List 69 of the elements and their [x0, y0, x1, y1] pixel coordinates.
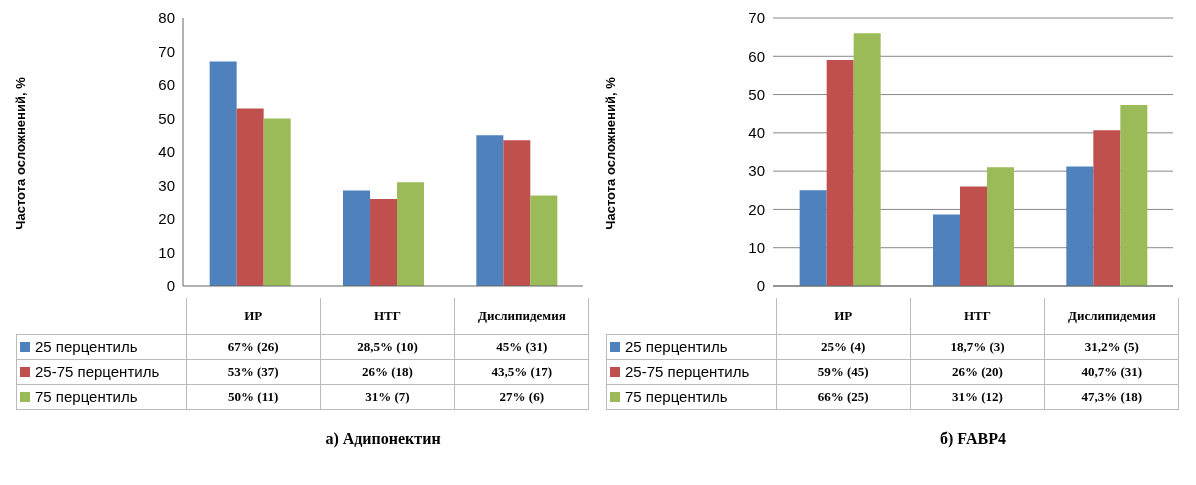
y-tick-label: 20	[158, 210, 175, 228]
bar	[1093, 130, 1121, 286]
y-axis-title: Частота осложнений, %	[12, 76, 28, 230]
data-label: 31% (7)	[320, 384, 455, 409]
legend-label: 75 перцентиль	[606, 384, 776, 409]
data-label: 47,3% (18)	[1044, 384, 1179, 409]
bar	[1066, 166, 1094, 286]
y-tick-label: 10	[158, 243, 175, 261]
y-tick-label: 50	[158, 109, 175, 127]
data-label: 27% (6)	[454, 384, 589, 409]
bar	[343, 190, 370, 286]
y-tick-label: 10	[748, 239, 765, 257]
data-label: 66% (25)	[776, 384, 911, 409]
data-label: 45% (31)	[454, 334, 589, 359]
text: а) Адипонектин	[324, 429, 442, 448]
data-label: 31,2% (5)	[1044, 334, 1179, 359]
data-label: 18,7% (3)	[910, 334, 1045, 359]
text: б) FABP4	[939, 429, 1007, 448]
y-tick-label: 30	[748, 162, 765, 180]
bar	[530, 195, 558, 286]
data-label: 28,5% (10)	[320, 334, 455, 359]
y-tick-label: 0	[756, 277, 765, 295]
bar	[960, 186, 987, 286]
bar	[826, 60, 854, 286]
legend-label: 75 перцентиль	[16, 384, 186, 409]
y-tick-label: 60	[748, 47, 765, 65]
bar	[397, 182, 424, 286]
y-tick-label: 40	[158, 143, 175, 161]
data-label: 26% (20)	[910, 359, 1045, 384]
y-axis-title: Частота осложнений, %	[602, 76, 618, 230]
x-tick-label: ИР	[776, 298, 911, 334]
y-tick-label: 50	[748, 85, 765, 103]
x-tick-label: Дислипидемия	[1044, 298, 1179, 334]
x-tick-label: НТГ	[910, 298, 1045, 334]
bar	[1120, 104, 1148, 286]
bar	[209, 61, 237, 286]
y-tick-label: 20	[748, 200, 765, 218]
bar	[933, 214, 960, 286]
x-tick-label: НТГ	[320, 298, 455, 334]
x-tick-label: ИР	[186, 298, 321, 334]
data-label: 50% (11)	[186, 384, 321, 409]
y-tick-label: 60	[158, 76, 175, 94]
bar	[853, 33, 881, 286]
bar	[370, 198, 397, 286]
x-tick-label: Дислипидемия	[454, 298, 589, 334]
y-tick-label: 70	[748, 9, 765, 27]
data-label: 40,7% (31)	[1044, 359, 1179, 384]
bar	[476, 135, 504, 286]
legend-label: 25-75 перцентиль	[606, 359, 776, 384]
bar	[987, 167, 1014, 286]
bar	[263, 118, 291, 286]
bar	[236, 108, 264, 286]
data-label: 25% (4)	[776, 334, 911, 359]
data-label: 59% (45)	[776, 359, 911, 384]
y-tick-label: 0	[166, 277, 175, 295]
y-tick-label: 80	[158, 9, 175, 27]
bar	[799, 190, 827, 286]
data-label: 31% (12)	[910, 384, 1045, 409]
y-tick-label: 70	[158, 42, 175, 60]
legend-label: 25 перцентиль	[16, 334, 186, 359]
legend-label: 25 перцентиль	[606, 334, 776, 359]
bar	[503, 140, 531, 286]
y-tick-label: 30	[158, 176, 175, 194]
data-label: 43,5% (17)	[454, 359, 589, 384]
data-label: 26% (18)	[320, 359, 455, 384]
legend-label: 25-75 перцентиль	[16, 359, 186, 384]
data-label: 53% (37)	[186, 359, 321, 384]
data-label: 67% (26)	[186, 334, 321, 359]
y-tick-label: 40	[748, 124, 765, 142]
